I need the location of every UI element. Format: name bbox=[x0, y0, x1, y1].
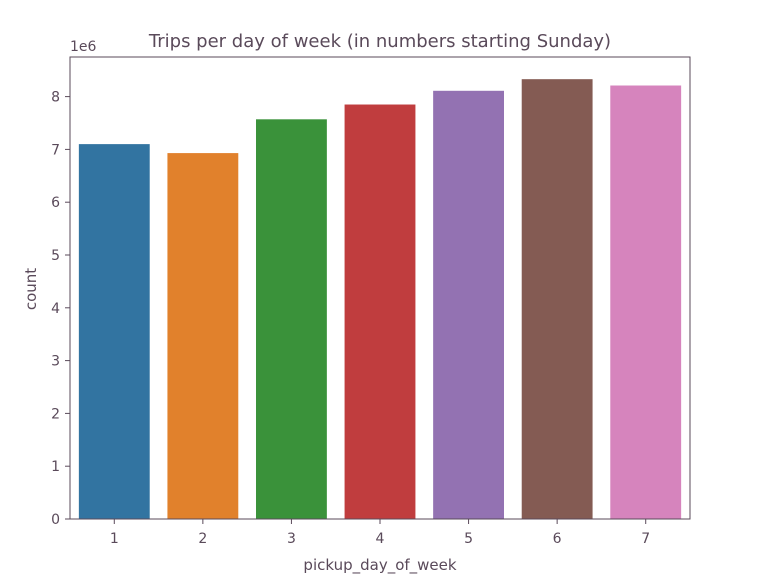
bar-5 bbox=[433, 90, 504, 520]
bars-group bbox=[78, 79, 682, 520]
bar-7 bbox=[610, 85, 682, 520]
y-axis-offset-label: 1e6 bbox=[70, 39, 97, 55]
x-tick-label: 4 bbox=[376, 531, 385, 547]
y-tick-label: 6 bbox=[51, 195, 60, 211]
bar-3 bbox=[256, 119, 327, 519]
chart-title: Trips per day of week (in numbers starti… bbox=[148, 31, 611, 52]
x-tick-label: 5 bbox=[464, 531, 473, 547]
plot-frame bbox=[69, 56, 691, 520]
x-tick-label: 1 bbox=[110, 531, 119, 547]
bar-4 bbox=[344, 104, 416, 520]
y-tick-label: 1 bbox=[51, 459, 60, 475]
y-axis-ticks: 0 1 2 3 4 5 6 7 8 bbox=[51, 90, 70, 528]
y-tick-label: 0 bbox=[51, 512, 60, 528]
y-tick-label: 7 bbox=[51, 142, 60, 158]
y-tick-label: 4 bbox=[51, 301, 60, 317]
x-tick-label: 6 bbox=[553, 531, 562, 547]
x-tick-label: 3 bbox=[287, 531, 296, 547]
y-tick-label: 5 bbox=[51, 248, 60, 264]
y-tick-label: 8 bbox=[51, 90, 60, 106]
x-axis-ticks: 1 2 3 4 5 6 7 bbox=[110, 519, 650, 547]
x-tick-label: 2 bbox=[198, 531, 207, 547]
x-axis-label: pickup_day_of_week bbox=[303, 556, 456, 575]
bar-1 bbox=[78, 144, 150, 519]
y-tick-label: 3 bbox=[51, 354, 60, 370]
y-tick-label: 2 bbox=[51, 406, 60, 422]
x-tick-label: 7 bbox=[641, 531, 650, 547]
y-axis-label: count bbox=[22, 268, 40, 310]
bar-6 bbox=[521, 79, 593, 520]
bar-2 bbox=[167, 153, 239, 519]
